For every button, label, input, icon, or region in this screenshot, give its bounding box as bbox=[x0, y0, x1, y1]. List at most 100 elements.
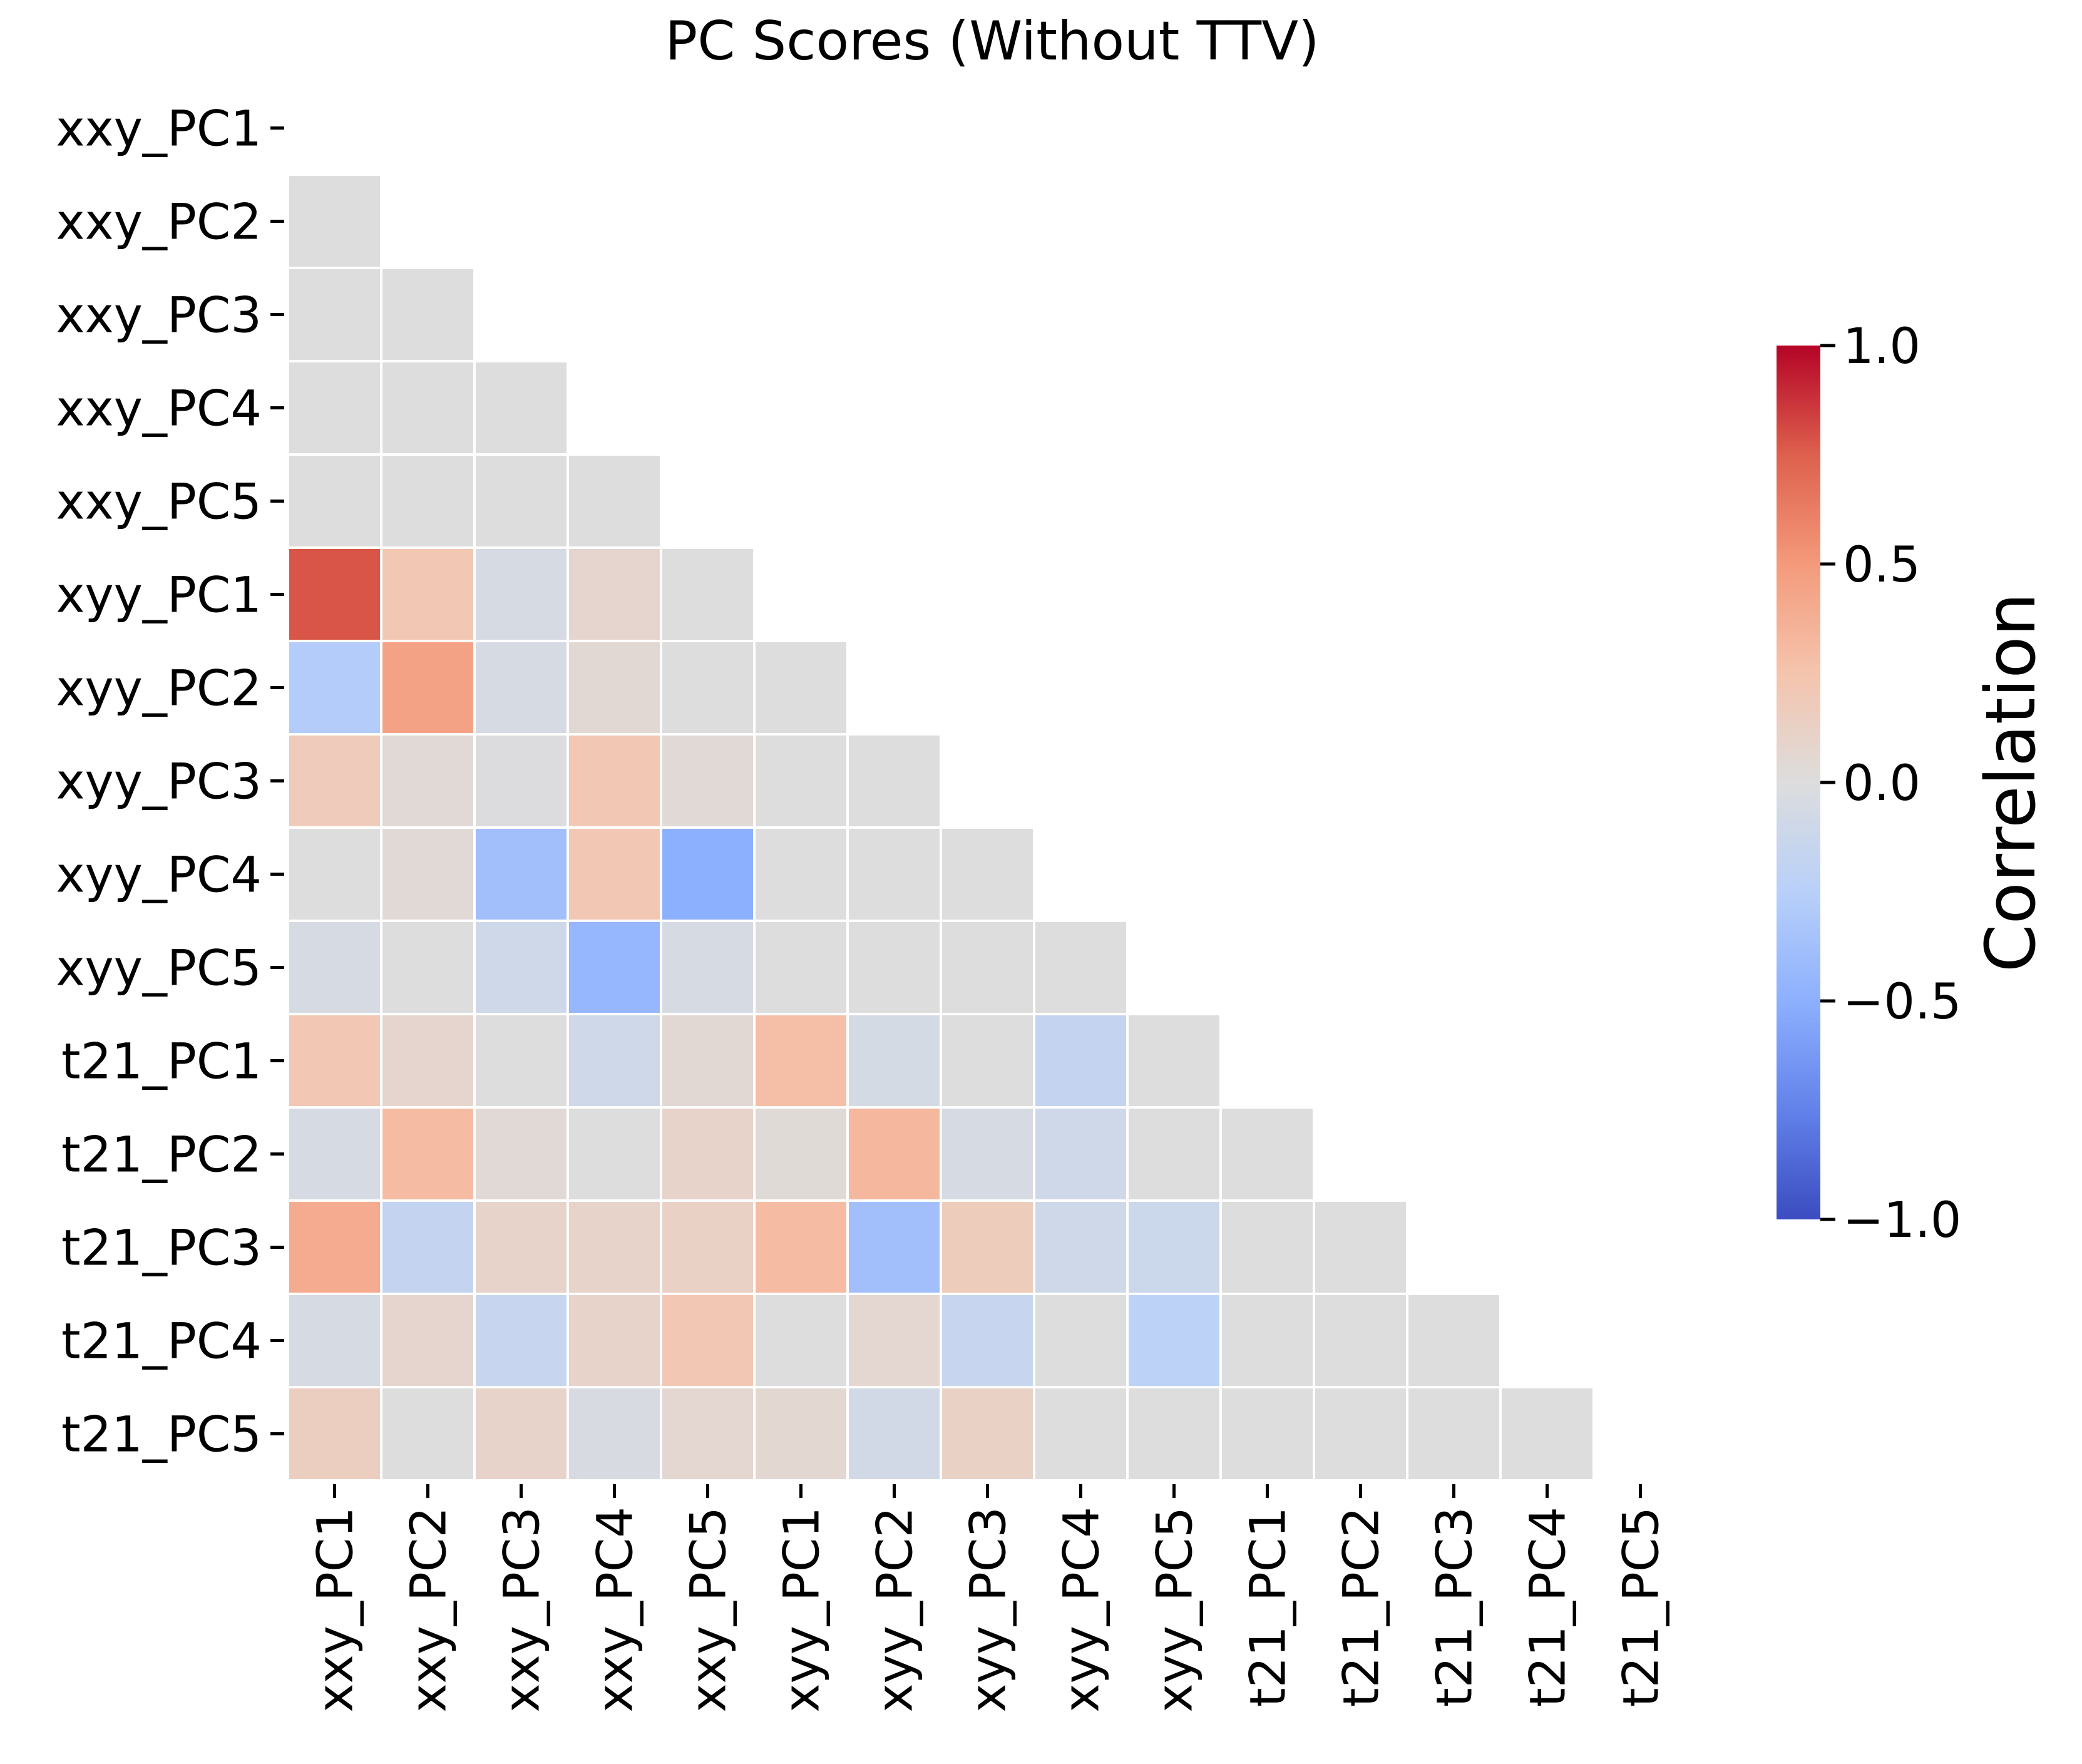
y-tick-label: xxy_PC2 bbox=[56, 195, 262, 251]
y-tick-label: xxy_PC1 bbox=[56, 101, 262, 158]
heatmap-cell bbox=[1126, 1106, 1222, 1202]
heatmap-cell bbox=[846, 920, 942, 1015]
x-tick-label: xyy_PC1 bbox=[774, 1507, 831, 1713]
heatmap-cell bbox=[567, 733, 662, 829]
y-tick-label: xyy_PC1 bbox=[56, 568, 262, 624]
heatmap-cell bbox=[567, 1013, 662, 1109]
heatmap-cell bbox=[473, 1013, 569, 1109]
colorbar-gradient bbox=[1777, 346, 1820, 1219]
heatmap-cell bbox=[753, 1013, 849, 1109]
x-tick-label: xxy_PC1 bbox=[308, 1507, 364, 1713]
x-tick-label: t21_PC3 bbox=[1427, 1507, 1484, 1707]
heatmap-cell bbox=[940, 1386, 1035, 1482]
heatmap-cell bbox=[846, 1013, 942, 1109]
heatmap-cell bbox=[1313, 1199, 1408, 1295]
heatmap-cell bbox=[473, 733, 569, 829]
chart-title: PC Scores (Without TTV) bbox=[665, 10, 1319, 73]
heatmap-cell bbox=[1126, 1386, 1222, 1482]
heatmap-cell bbox=[380, 1199, 476, 1295]
colorbar-tick-label: −0.5 bbox=[1843, 974, 1961, 1030]
heatmap-cell bbox=[753, 1293, 849, 1388]
heatmap-cell bbox=[567, 453, 662, 549]
x-tick-label: xyy_PC3 bbox=[961, 1507, 1017, 1713]
heatmap-cell bbox=[660, 1106, 756, 1202]
heatmap-cell bbox=[1406, 1386, 1502, 1482]
x-axis-labels: xxy_PC1 xxy_PC2 xxy_PC3 xxy_PC4 xxy_PC5 xyy_P… bbox=[308, 1484, 1670, 1713]
colorbar-tick-label: 0.0 bbox=[1843, 756, 1920, 812]
x-tick-label: xyy_PC5 bbox=[1147, 1507, 1204, 1713]
heatmap-cell bbox=[567, 546, 662, 642]
heatmap-cell bbox=[380, 733, 476, 829]
colorbar-tick-label: −1.0 bbox=[1843, 1192, 1961, 1249]
heatmap-cell bbox=[1033, 1293, 1129, 1388]
y-tick-label: t21_PC1 bbox=[61, 1034, 262, 1090]
heatmap-cell bbox=[380, 1013, 476, 1109]
colorbar-tick-label: 0.5 bbox=[1843, 537, 1920, 593]
heatmap-cell bbox=[753, 826, 849, 922]
heatmap-cell bbox=[660, 826, 756, 922]
y-tick-label: t21_PC3 bbox=[61, 1221, 262, 1277]
heatmap-cell bbox=[940, 1013, 1035, 1109]
heatmap-cell bbox=[1219, 1293, 1315, 1388]
x-tick-label: xyy_PC2 bbox=[868, 1507, 924, 1713]
y-axis-labels: xxy_PC1 xxy_PC2 xxy_PC3 xxy_PC4 xxy_PC5 xyy_P… bbox=[56, 101, 284, 1464]
heatmap-cell bbox=[753, 1386, 849, 1482]
heatmap-cell bbox=[380, 640, 476, 736]
heatmap-cell bbox=[380, 1386, 476, 1482]
y-tick-label: xyy_PC4 bbox=[56, 848, 262, 904]
heatmap-cell bbox=[660, 546, 756, 642]
y-tick-label: xyy_PC2 bbox=[56, 661, 262, 717]
heatmap-cell bbox=[287, 1199, 382, 1295]
heatmap-cell bbox=[473, 1199, 569, 1295]
heatmap-cell bbox=[287, 920, 382, 1015]
heatmap-cell bbox=[846, 826, 942, 922]
heatmap-cell bbox=[660, 920, 756, 1015]
heatmap-cell bbox=[473, 640, 569, 736]
heatmap-cell bbox=[473, 920, 569, 1015]
heatmap-cell bbox=[846, 1386, 942, 1482]
heatmap-cell bbox=[473, 826, 569, 922]
heatmap-cell bbox=[1406, 1293, 1502, 1388]
heatmap-cell bbox=[660, 1013, 756, 1109]
heatmap-cell bbox=[473, 360, 569, 456]
heatmap-cell bbox=[1219, 1199, 1315, 1295]
heatmap-cell bbox=[846, 1293, 942, 1388]
heatmap-cell bbox=[380, 920, 476, 1015]
heatmap-cell bbox=[287, 267, 382, 362]
heatmap-cell bbox=[753, 640, 849, 736]
y-tick-label: xyy_PC3 bbox=[56, 754, 262, 811]
heatmap-cell bbox=[473, 1106, 569, 1202]
heatmap-cell bbox=[567, 1199, 662, 1295]
heatmap-cell bbox=[380, 1293, 476, 1388]
x-tick-label: t21_PC1 bbox=[1241, 1507, 1297, 1707]
heatmap-cell bbox=[473, 546, 569, 642]
heatmap-cell bbox=[940, 1293, 1035, 1388]
heatmap-cell bbox=[567, 920, 662, 1015]
heatmap-cell bbox=[1126, 1199, 1222, 1295]
heatmap-cell bbox=[1033, 1013, 1129, 1109]
y-tick-label: xxy_PC3 bbox=[56, 288, 262, 344]
heatmap-cell bbox=[1219, 1386, 1315, 1482]
heatmap-cell bbox=[1126, 1293, 1222, 1388]
x-tick-label: xxy_PC5 bbox=[681, 1507, 737, 1713]
x-tick-label: t21_PC4 bbox=[1520, 1507, 1577, 1707]
x-tick-label: xxy_PC2 bbox=[401, 1507, 458, 1713]
x-tick-label: xxy_PC4 bbox=[588, 1507, 644, 1713]
heatmap-cell bbox=[287, 546, 382, 642]
heatmap-cell bbox=[287, 360, 382, 456]
heatmap-cell bbox=[1033, 1386, 1129, 1482]
heatmap-cell bbox=[1033, 1106, 1129, 1202]
x-tick-label: t21_PC5 bbox=[1614, 1507, 1670, 1707]
heatmap-cell bbox=[287, 826, 382, 922]
heatmap-cell bbox=[753, 733, 849, 829]
heatmap-cell bbox=[1033, 920, 1129, 1015]
heatmap-cell bbox=[753, 920, 849, 1015]
heatmap-cell bbox=[567, 640, 662, 736]
heatmap-cells bbox=[287, 173, 1595, 1482]
heatmap-cell bbox=[1126, 1013, 1222, 1109]
y-tick-label: xxy_PC4 bbox=[56, 381, 262, 438]
heatmap-cell bbox=[660, 1386, 756, 1482]
heatmap-cell bbox=[567, 1293, 662, 1388]
heatmap-cell bbox=[1033, 1199, 1129, 1295]
